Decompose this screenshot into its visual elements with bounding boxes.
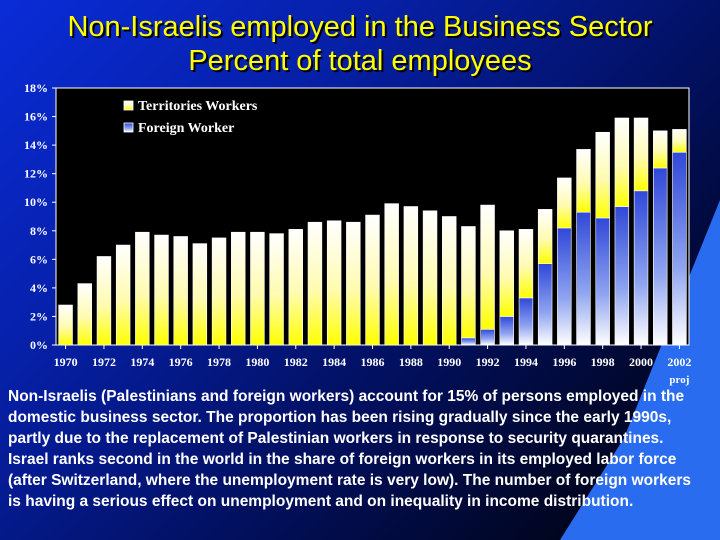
y-tick-label: 2% — [30, 309, 48, 323]
bar-foreign-worker — [557, 227, 572, 346]
bar-territories-workers — [115, 244, 131, 346]
bar-territories-workers — [557, 177, 572, 229]
bar-territories-workers — [499, 230, 514, 317]
bar-territories-workers — [173, 236, 188, 346]
stacked-bar-chart: 0%2%4%6%8%10%12%14%16%18% 1970 1972 1974 19… — [24, 81, 691, 386]
title-line-2: Percent of total employees — [188, 45, 532, 77]
bar-territories-workers — [422, 210, 438, 346]
bar-territories-workers — [384, 203, 399, 346]
bar-territories-workers — [614, 117, 630, 207]
x-tick-label: 1978 — [207, 355, 231, 369]
x-tick-label: 1984 — [322, 355, 346, 369]
y-tick-label: 16% — [24, 110, 48, 124]
legend: Territories Workers Foreign Worker — [123, 99, 258, 136]
y-tick-label: 8% — [30, 224, 48, 238]
bar-territories-workers — [653, 130, 668, 169]
bar-territories-workers — [307, 221, 323, 346]
bar-foreign-worker — [653, 167, 668, 346]
x-tick-label: 1988 — [399, 355, 423, 369]
x-tick-note-proj: proj — [669, 374, 689, 386]
bar-territories-workers — [403, 206, 419, 346]
bar-territories-workers — [269, 233, 284, 346]
x-tick-label: 1986 — [361, 355, 385, 369]
bar-foreign-worker — [499, 316, 514, 346]
bar-territories-workers — [518, 229, 534, 299]
legend-label: Foreign Worker — [138, 121, 234, 136]
slide-caption: Non-Israelis (Palestinians and foreign w… — [8, 388, 692, 510]
bar-foreign-worker — [518, 297, 534, 346]
bar-territories-workers — [633, 117, 649, 192]
y-tick-label: 6% — [30, 252, 48, 266]
y-axis: 0% 2% 4% 6% 8% 10% 12% 14% 16% 18% — [24, 81, 56, 352]
x-tick-label: 1994 — [514, 355, 538, 369]
bars — [58, 117, 687, 346]
x-tick-label: 1974 — [130, 355, 154, 369]
bar-foreign-worker — [461, 337, 476, 346]
bar-territories-workers — [154, 234, 169, 346]
x-tick-label: 1976 — [169, 355, 193, 369]
bar-territories-workers — [480, 204, 495, 330]
bar-territories-workers — [672, 129, 687, 153]
slide-title: Non-Israelis employed in the Business Se… — [0, 10, 720, 78]
bar-territories-workers — [576, 149, 591, 213]
legend-swatch — [123, 100, 134, 111]
bar-territories-workers — [192, 243, 208, 346]
bar-foreign-worker — [595, 217, 610, 346]
bar-territories-workers — [442, 216, 457, 346]
x-tick-label: 1990 — [437, 355, 461, 369]
y-tick-label: 10% — [24, 195, 48, 209]
y-tick-label: 12% — [24, 167, 48, 181]
bar-territories-workers — [461, 226, 476, 339]
bar-foreign-worker — [576, 211, 591, 346]
x-tick-label: 2002 — [667, 355, 691, 369]
y-tick-label: 0% — [30, 338, 48, 352]
x-tick-label: 1996 — [552, 355, 576, 369]
bar-foreign-worker — [614, 206, 630, 346]
bar-territories-workers — [96, 256, 112, 346]
y-tick-label: 14% — [24, 138, 48, 152]
bar-foreign-worker — [672, 151, 687, 346]
x-tick-label: 2000 — [629, 355, 653, 369]
y-tick-label: 18% — [24, 81, 48, 95]
bar-territories-workers — [326, 220, 342, 346]
x-tick-label: 1982 — [284, 355, 308, 369]
bar-territories-workers — [595, 131, 610, 219]
x-tick-label: 1998 — [591, 355, 615, 369]
bar-foreign-worker — [633, 190, 649, 346]
x-axis: 1970 1972 1974 1976 1978 1980 1982 1984 1986 1988… — [54, 345, 691, 386]
bar-territories-workers — [231, 231, 246, 346]
bar-territories-workers — [211, 237, 227, 346]
bar-territories-workers — [537, 209, 553, 264]
x-tick-label: 1972 — [92, 355, 116, 369]
bar-territories-workers — [77, 283, 92, 346]
bar-territories-workers — [365, 214, 380, 346]
bar-foreign-worker — [537, 263, 553, 346]
bar-territories-workers — [58, 304, 73, 346]
title-line-1: Non-Israelis employed in the Business Se… — [67, 11, 653, 43]
x-tick-label: 1992 — [476, 355, 500, 369]
y-tick-label: 4% — [30, 281, 48, 295]
legend-swatch — [123, 122, 134, 133]
bar-territories-workers — [250, 231, 265, 346]
bar-territories-workers — [135, 231, 150, 346]
x-tick-label: 1970 — [54, 355, 78, 369]
x-tick-label: 1980 — [245, 355, 269, 369]
legend-label: Territories Workers — [138, 99, 258, 114]
bar-territories-workers — [288, 229, 303, 346]
bar-foreign-worker — [480, 328, 495, 346]
bar-territories-workers — [346, 221, 361, 346]
